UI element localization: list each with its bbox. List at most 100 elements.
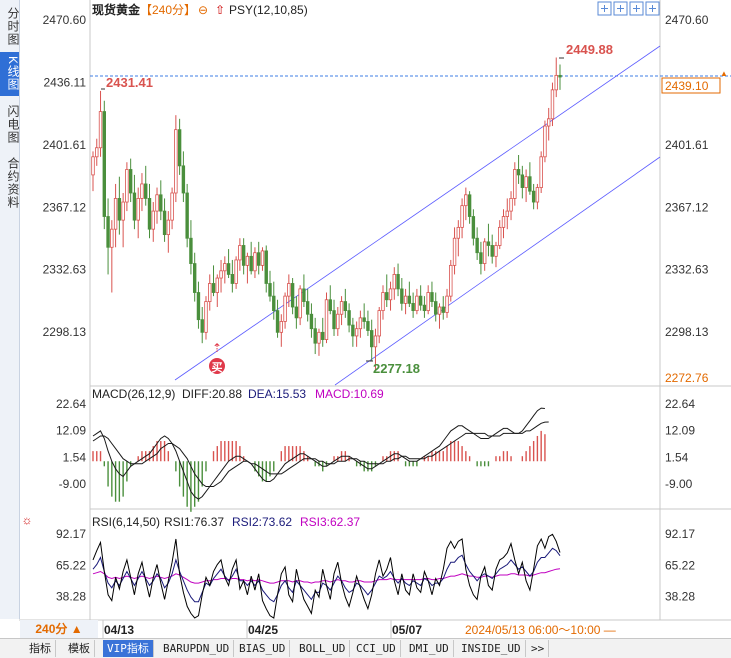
buy-marker-label: 买 xyxy=(212,361,223,374)
candle-body xyxy=(98,111,103,149)
bottom-tab-1[interactable]: 模板 xyxy=(64,640,95,657)
rsi-tick-left-2: 38.28 xyxy=(56,590,86,604)
current-price-box xyxy=(661,77,721,94)
candle-body xyxy=(467,194,472,217)
macd-macd-label: MACD:10.69 xyxy=(315,387,384,401)
candle-body xyxy=(354,328,359,337)
candle-body xyxy=(268,283,272,297)
candle-body xyxy=(230,274,235,284)
candle-body xyxy=(482,241,487,264)
instrument-name: 现货黄金 xyxy=(92,2,141,17)
price-tick-bottom: 2272.76 xyxy=(665,371,709,385)
time-label-2: 05/07 xyxy=(392,623,422,637)
price-tick-left-1: 2436.11 xyxy=(44,75,87,89)
bottom-tab-2[interactable]: VIP指标 xyxy=(103,640,154,657)
candle-body xyxy=(128,169,133,194)
candle-body xyxy=(321,331,325,340)
candle-body xyxy=(313,328,317,344)
candle-body xyxy=(347,310,351,326)
candle-body xyxy=(305,301,310,315)
candle-body xyxy=(200,319,204,333)
candle-body xyxy=(177,129,182,167)
candle-body xyxy=(159,194,163,212)
bottom-tab-3[interactable]: BARUPDN_UD xyxy=(159,640,235,657)
rsi-tick-right-2: 38.28 xyxy=(665,590,695,604)
channel-line-lower xyxy=(334,156,661,386)
candle-body xyxy=(226,263,231,275)
candle-body xyxy=(121,201,125,221)
candle-body xyxy=(422,304,427,312)
bottom-tab-5[interactable]: BOLL_UD xyxy=(295,640,351,657)
candle-body xyxy=(381,292,385,312)
candle-body xyxy=(185,192,189,239)
rsi3-label: RSI3:62.37 xyxy=(300,515,360,529)
candle-body xyxy=(351,324,355,337)
candle-body xyxy=(400,288,404,304)
candle-body xyxy=(336,313,340,330)
candle-body xyxy=(456,226,461,239)
candle-body xyxy=(513,169,517,199)
candle-body xyxy=(170,192,174,221)
rsi-tick-left-0: 92.17 xyxy=(56,527,86,541)
candle-body xyxy=(110,228,114,248)
bottom-tab-8[interactable]: INSIDE_UD xyxy=(457,640,526,657)
candle-body xyxy=(498,226,502,246)
candle-body xyxy=(449,264,453,297)
candle-body xyxy=(403,295,408,304)
candle-body xyxy=(264,250,268,284)
macd-title: MACD(26,12,9) xyxy=(92,387,175,401)
candle-body xyxy=(426,292,430,312)
macd-diff-label: DIFF:20.88 xyxy=(182,387,242,401)
bottom-tab-6[interactable]: CCI_UD xyxy=(352,640,401,657)
candle-body xyxy=(366,321,370,331)
candle-body xyxy=(208,283,212,302)
candle-body xyxy=(302,288,306,302)
candle-body xyxy=(460,205,464,228)
bottom-tab-7[interactable]: DMI_UD xyxy=(405,640,454,657)
candle-body xyxy=(471,216,476,239)
candle-body xyxy=(279,321,284,333)
candle-body xyxy=(151,210,155,230)
candle-body xyxy=(392,274,396,290)
candle-body xyxy=(260,250,265,266)
candle-body xyxy=(113,198,118,230)
candle-body xyxy=(192,263,197,293)
chart-canvas: 2470.602470.602436.112436.112401.612401.… xyxy=(19,0,731,638)
sidebar-tab-2[interactable]: 闪电图 xyxy=(6,104,20,144)
candle-body xyxy=(550,89,555,120)
bottom-tab-9[interactable]: >> xyxy=(527,640,550,657)
candle-body xyxy=(520,174,525,188)
candle-body xyxy=(358,317,363,330)
current-price-marker: ▲ xyxy=(720,69,728,78)
candle-body xyxy=(219,270,223,279)
candle-body xyxy=(294,306,299,319)
candle-body xyxy=(155,194,159,212)
candle-body xyxy=(362,317,366,322)
price-tick-left-3: 2367.12 xyxy=(43,200,87,214)
candle-body xyxy=(204,301,208,333)
annotation-high-left: 2431.41 xyxy=(106,75,153,90)
candle-body xyxy=(174,129,178,194)
candle-body xyxy=(324,299,329,340)
candle-body xyxy=(505,210,509,217)
candle-body xyxy=(249,255,253,272)
candle-body xyxy=(445,295,449,313)
macd-tick-right-1: 12.09 xyxy=(665,424,695,438)
price-tick-right-0: 2470.60 xyxy=(665,13,709,27)
candle-body xyxy=(369,330,374,348)
indicator-arrow-icon: ⇧ xyxy=(215,3,225,17)
sidebar-tab-1[interactable]: K线图 xyxy=(0,52,20,96)
sidebar-tab-0[interactable]: 分时图 xyxy=(6,6,20,46)
candle-body xyxy=(535,187,540,203)
candle-body xyxy=(275,310,280,333)
sidebar-tab-3[interactable]: 合约资料 xyxy=(6,157,20,209)
price-tick-left-5: 2298.13 xyxy=(43,325,87,339)
candle-body xyxy=(396,274,400,290)
bottom-tab-0[interactable]: 指标 xyxy=(25,640,56,657)
candle-body xyxy=(543,125,547,158)
candle-body xyxy=(234,259,238,284)
bottom-tab-4[interactable]: BIAS_UD xyxy=(235,640,291,657)
candle-body xyxy=(479,252,483,264)
price-tick-right-4: 2332.63 xyxy=(665,263,709,277)
period-selector[interactable]: 240分 ▲ xyxy=(20,620,98,638)
